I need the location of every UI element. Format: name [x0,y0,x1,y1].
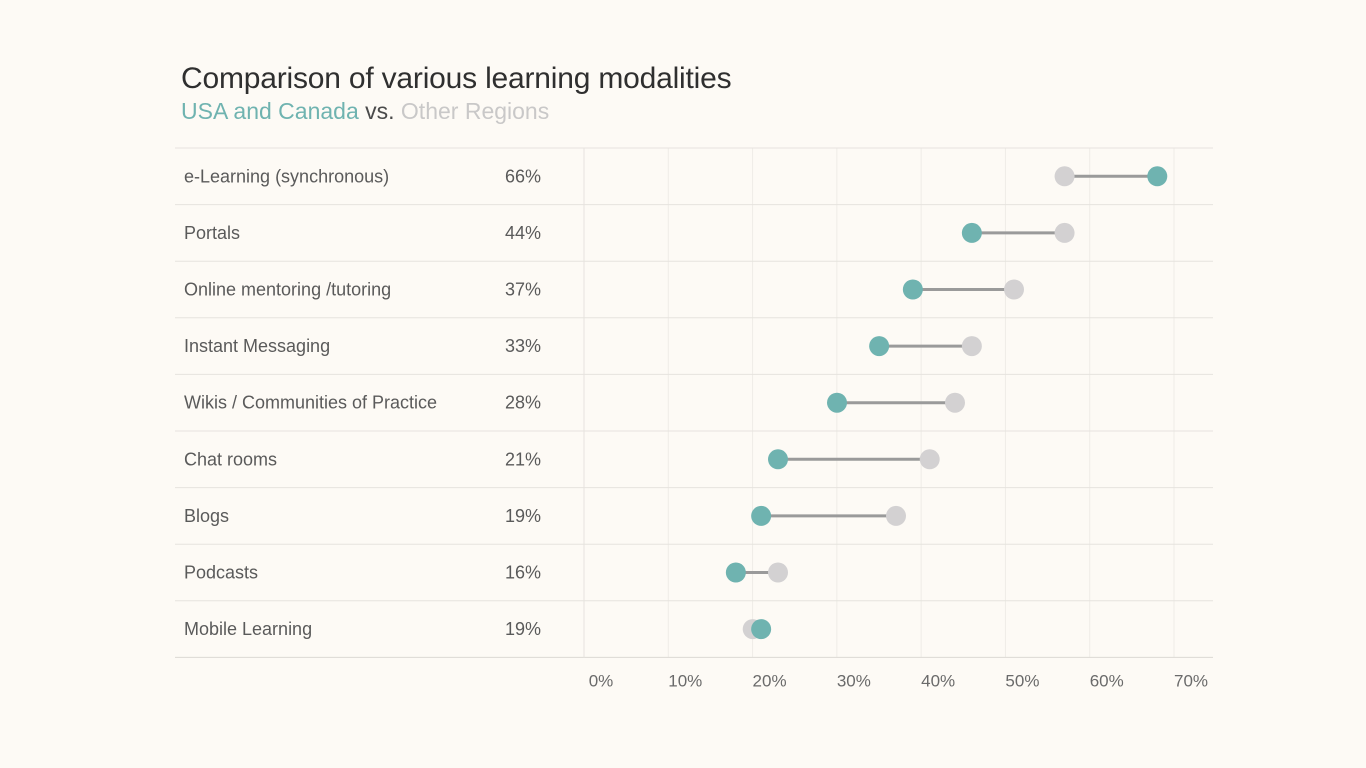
category-label: Portals [184,223,240,243]
category-label: Mobile Learning [184,619,312,639]
category-label: Chat rooms [184,449,277,469]
value-label: 33% [505,336,541,356]
point-other-regions [1004,279,1024,300]
point-other-regions [919,449,940,470]
point-other-regions [768,562,788,583]
category-label: Podcasts [184,563,258,583]
point-usa-canada [725,562,746,583]
point-usa-canada [751,619,772,640]
point-other-regions [961,336,982,357]
x-tick-label: 30% [837,671,871,690]
value-label: 37% [505,280,541,300]
value-label: 66% [505,166,541,186]
x-tick-label: 10% [668,671,702,690]
point-usa-canada [1147,166,1168,187]
point-usa-canada [902,279,923,300]
value-label: 28% [505,393,541,413]
category-label: Wikis / Communities of Practice [184,393,437,413]
value-label: 19% [505,506,541,526]
point-usa-canada [961,222,982,243]
x-tick-label: 20% [753,671,787,690]
subtitle-series-a: USA and Canada [181,98,359,124]
category-label: Blogs [184,506,229,526]
point-usa-canada [869,336,890,357]
x-tick-label: 50% [1005,671,1039,690]
value-label: 44% [505,223,541,243]
point-other-regions [1054,166,1075,187]
chart-title: Comparison of various learning modalitie… [181,62,732,95]
subtitle-series-b: Other Regions [400,98,550,124]
category-label: e-Learning (synchronous) [184,166,389,186]
point-other-regions [886,505,906,526]
x-tick-label: 70% [1174,671,1208,690]
value-label: 21% [505,449,541,469]
x-tick-label: 60% [1090,671,1124,690]
point-other-regions [945,392,965,413]
point-usa-canada [751,505,772,526]
point-other-regions [1054,222,1075,243]
category-label: Instant Messaging [184,336,330,356]
subtitle-separator: vs. [365,98,395,124]
category-label: Online mentoring /tutoring [184,280,391,300]
point-usa-canada [827,392,847,413]
point-usa-canada [768,449,788,470]
x-tick-label: 40% [921,671,955,690]
x-tick-label: 0% [589,671,614,690]
value-label: 16% [505,563,541,583]
value-label: 19% [505,619,541,639]
chart-subtitle: USA and Canada vs. Other Regions [181,98,549,125]
